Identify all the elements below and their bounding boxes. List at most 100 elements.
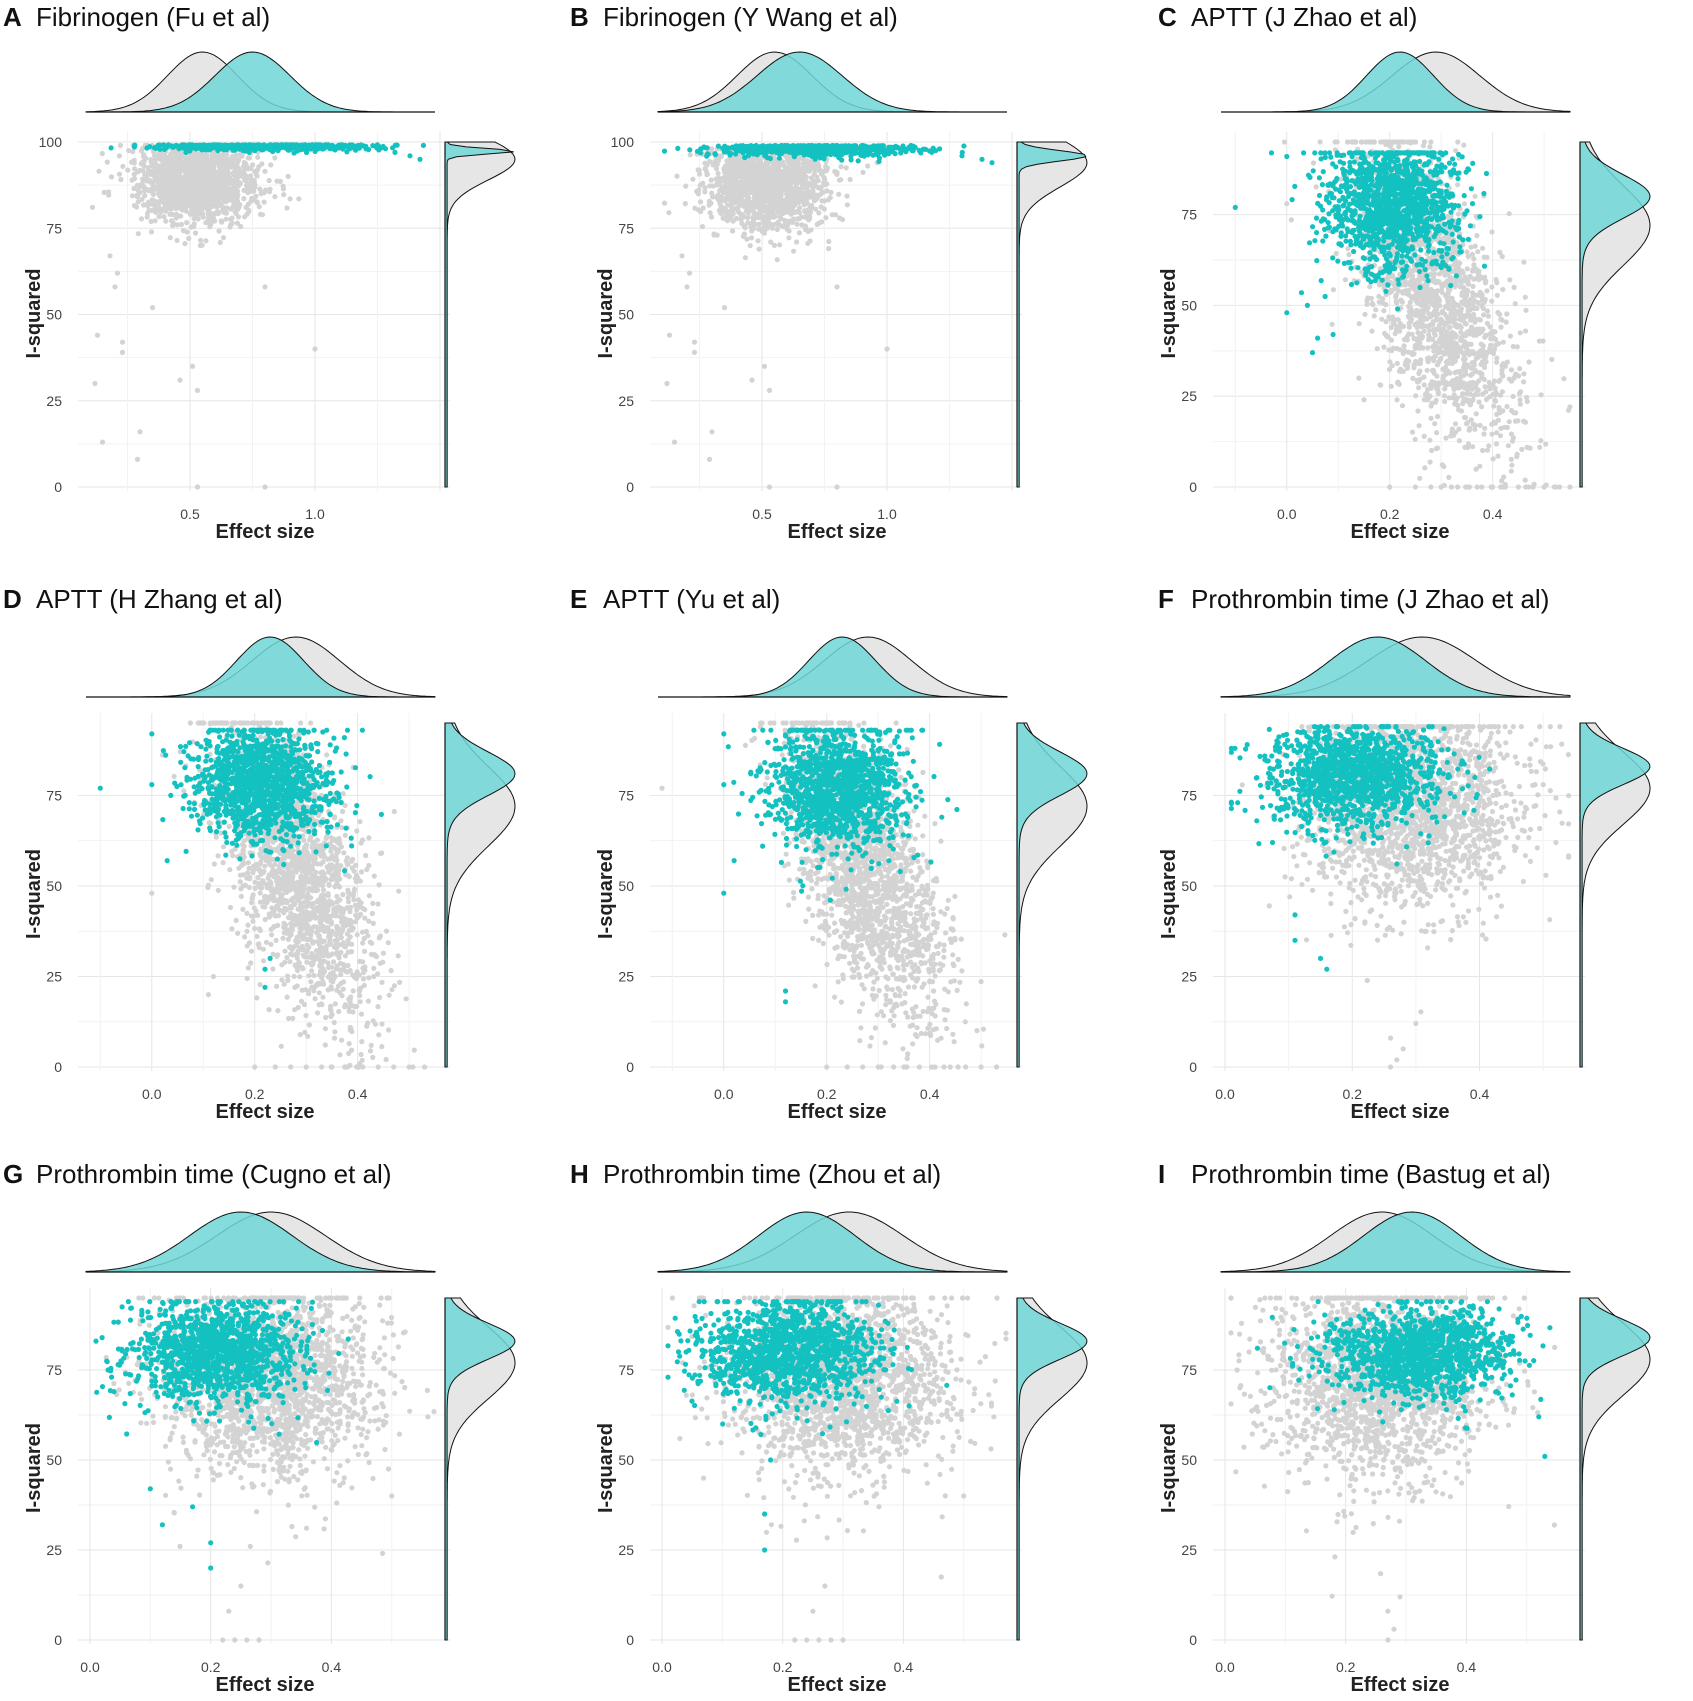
data-point <box>210 170 216 176</box>
data-point <box>203 238 209 244</box>
data-point <box>847 176 853 183</box>
data-point <box>1506 419 1512 425</box>
y-axis-title: I-squared <box>1158 268 1180 358</box>
data-point <box>251 180 257 186</box>
data-point <box>759 228 765 234</box>
data-point <box>1485 313 1491 319</box>
outlier-point <box>671 439 678 445</box>
data-point <box>702 185 708 191</box>
data-point <box>116 153 122 159</box>
data-point <box>249 195 255 202</box>
data-point <box>961 143 967 149</box>
data-point <box>728 177 734 184</box>
data-point <box>158 209 164 215</box>
data-point <box>839 216 846 223</box>
data-point <box>300 146 306 152</box>
data-point <box>744 193 750 199</box>
data-point <box>696 167 702 173</box>
scatter-points <box>1232 139 1573 490</box>
data-point <box>741 203 747 209</box>
y-density-background <box>444 141 516 488</box>
outlier-point <box>664 380 670 387</box>
data-point <box>712 151 718 157</box>
data-point <box>785 190 792 196</box>
data-point <box>661 148 668 154</box>
data-point <box>1460 400 1466 407</box>
data-point <box>180 228 186 234</box>
data-point <box>762 177 768 183</box>
data-point <box>206 211 212 217</box>
data-point <box>246 143 252 149</box>
y-tick-label: 50 <box>46 307 62 323</box>
data-point <box>730 144 736 150</box>
data-point <box>178 221 185 227</box>
data-point <box>773 198 780 204</box>
data-point <box>707 183 713 189</box>
data-point <box>181 162 187 168</box>
data-point <box>1493 441 1499 447</box>
data-point <box>781 162 787 168</box>
data-point <box>776 170 782 176</box>
data-point <box>742 255 749 261</box>
y-tick-label: 75 <box>46 220 62 236</box>
data-point <box>173 170 179 176</box>
data-point <box>248 188 254 194</box>
data-point <box>778 186 784 192</box>
outlier-point <box>194 387 201 393</box>
data-point <box>1416 385 1422 391</box>
data-point <box>747 243 753 249</box>
x-axis-title: Effect size <box>216 521 315 543</box>
data-point <box>208 185 214 191</box>
outlier-point <box>262 484 268 490</box>
data-point <box>132 166 138 172</box>
data-point <box>784 222 791 228</box>
data-point <box>796 230 803 236</box>
data-point <box>834 171 840 177</box>
data-point <box>222 179 229 185</box>
data-point <box>694 188 700 194</box>
data-point <box>666 210 672 216</box>
data-point <box>215 185 221 192</box>
data-point <box>1488 342 1494 348</box>
data-point <box>744 236 750 242</box>
data-point <box>332 147 338 153</box>
data-point <box>720 215 726 221</box>
data-point <box>138 216 145 222</box>
data-point <box>159 164 165 170</box>
data-point <box>726 164 732 170</box>
data-point <box>806 216 813 222</box>
data-point <box>1506 211 1512 217</box>
outlier-point <box>114 270 121 276</box>
data-point <box>784 209 791 215</box>
data-point <box>1399 403 1406 409</box>
data-point <box>811 183 818 189</box>
data-point <box>220 235 227 241</box>
data-point <box>248 173 254 179</box>
data-point <box>220 188 226 194</box>
outlier-point <box>691 339 698 345</box>
data-point <box>779 210 786 217</box>
data-point <box>284 205 290 211</box>
data-point <box>210 145 216 151</box>
data-point <box>186 235 192 241</box>
y-tick-label: 0 <box>1189 479 1197 495</box>
data-point <box>279 143 285 149</box>
data-point <box>245 155 251 161</box>
data-point <box>129 193 136 199</box>
data-point <box>203 205 209 211</box>
data-point <box>374 142 380 148</box>
data-point <box>1471 256 1477 262</box>
data-point <box>104 159 110 165</box>
data-point <box>1481 312 1487 318</box>
data-point <box>214 201 220 208</box>
data-point <box>1417 368 1423 374</box>
data-point <box>698 199 704 205</box>
y-density-background <box>1016 141 1088 488</box>
data-point <box>748 235 755 241</box>
data-point <box>175 162 181 168</box>
data-point <box>1416 423 1422 429</box>
data-point <box>753 167 759 173</box>
data-point <box>827 195 833 201</box>
data-point <box>777 242 783 248</box>
